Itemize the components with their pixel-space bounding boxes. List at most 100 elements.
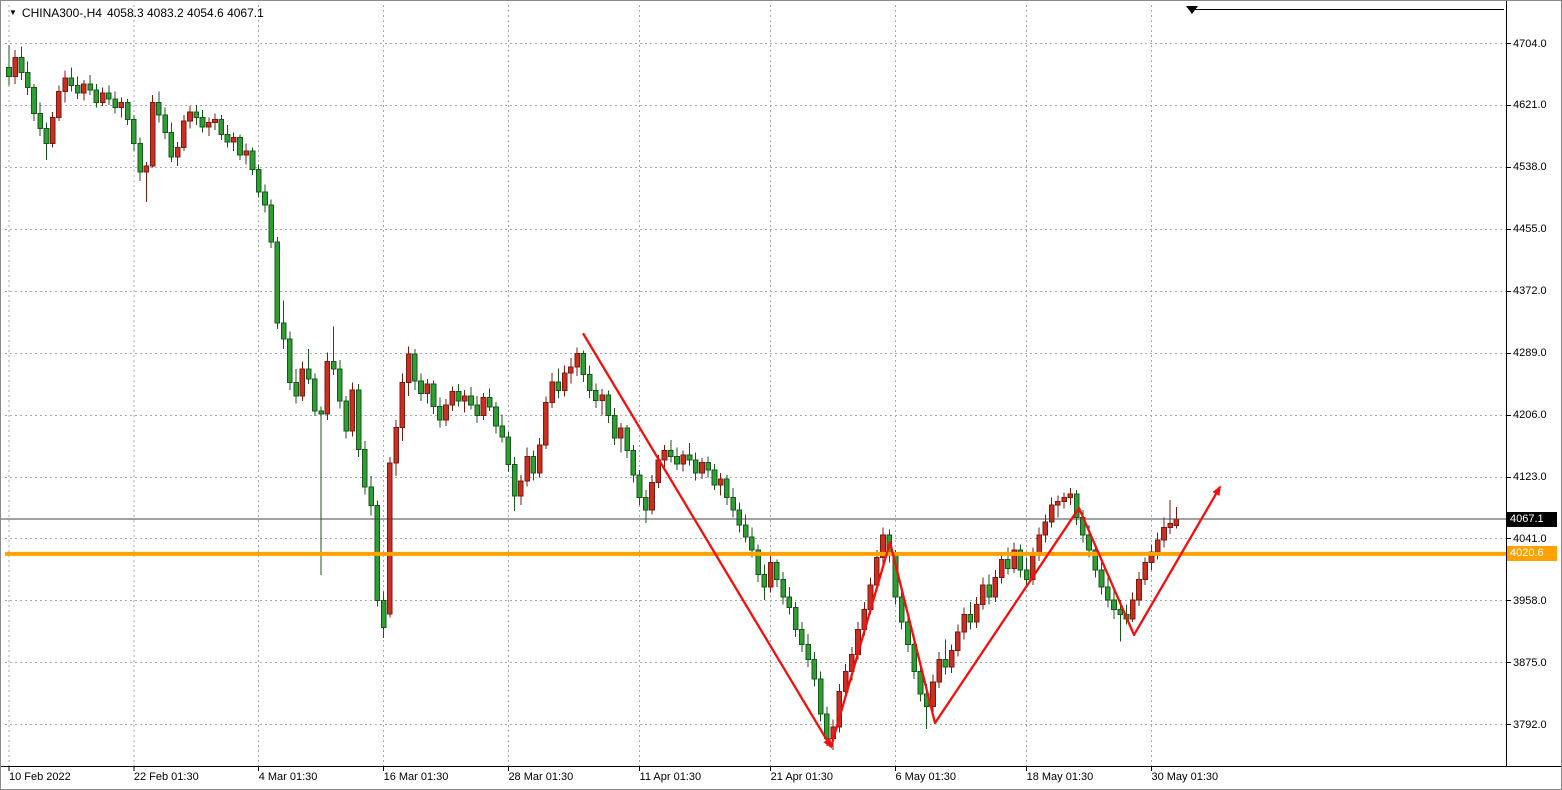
candle bbox=[118, 102, 125, 109]
candle bbox=[1111, 599, 1117, 611]
candle bbox=[318, 410, 324, 415]
candle bbox=[511, 464, 518, 497]
candle bbox=[424, 383, 431, 395]
candle bbox=[480, 396, 487, 416]
candle bbox=[1136, 579, 1142, 601]
candle bbox=[568, 366, 574, 374]
candle bbox=[774, 561, 780, 581]
candle bbox=[112, 98, 118, 109]
candle bbox=[205, 122, 212, 128]
candle bbox=[1011, 549, 1017, 569]
candle bbox=[574, 352, 580, 368]
candle bbox=[461, 395, 468, 402]
candle bbox=[955, 631, 961, 652]
current-price-badge: 4067.1 bbox=[1507, 511, 1557, 527]
candle bbox=[1067, 493, 1074, 499]
candle bbox=[961, 614, 967, 633]
candle bbox=[156, 102, 162, 116]
candle bbox=[1173, 518, 1180, 527]
candle bbox=[599, 394, 605, 401]
candle bbox=[1092, 549, 1099, 571]
candle bbox=[1098, 569, 1105, 588]
candle bbox=[505, 436, 512, 466]
ohlc-values: 4058.3 4083.2 4054.6 4067.1 bbox=[106, 6, 264, 20]
candle bbox=[411, 353, 418, 382]
candle bbox=[405, 353, 412, 384]
candle bbox=[674, 455, 680, 465]
candle bbox=[742, 524, 749, 538]
candle bbox=[1129, 599, 1136, 620]
trend-arrow[interactable] bbox=[582, 332, 833, 749]
candle bbox=[767, 561, 774, 588]
candle bbox=[343, 400, 349, 432]
candle bbox=[37, 113, 44, 130]
candle bbox=[705, 461, 712, 471]
candles-layer bbox=[6, 45, 1180, 750]
candle bbox=[355, 389, 362, 451]
candle bbox=[168, 131, 175, 158]
candle bbox=[692, 459, 699, 474]
candle bbox=[792, 606, 799, 631]
candle bbox=[717, 478, 724, 486]
candle bbox=[280, 322, 287, 340]
candle bbox=[811, 659, 818, 680]
candle bbox=[649, 482, 655, 511]
chart-header: ▼ CHINA300-,H4 4058.3 4083.2 4054.6 4067… bbox=[9, 6, 264, 20]
candle bbox=[967, 614, 974, 623]
candle bbox=[74, 84, 81, 94]
candle bbox=[948, 650, 955, 668]
symbol-dropdown-icon[interactable]: ▼ bbox=[9, 8, 17, 17]
candle bbox=[486, 396, 493, 408]
candle bbox=[761, 573, 768, 588]
candle bbox=[199, 116, 206, 128]
candle bbox=[524, 455, 530, 482]
candle bbox=[99, 92, 106, 104]
candle bbox=[249, 150, 256, 171]
candle bbox=[368, 486, 374, 507]
candle bbox=[81, 83, 87, 94]
candle bbox=[218, 119, 225, 136]
candle bbox=[905, 621, 911, 646]
candle bbox=[493, 406, 499, 427]
candle bbox=[324, 361, 331, 415]
candle bbox=[18, 57, 25, 74]
candle bbox=[274, 241, 281, 324]
candle bbox=[1017, 549, 1024, 571]
candle bbox=[711, 469, 718, 486]
candle bbox=[699, 461, 705, 474]
candle bbox=[942, 659, 949, 668]
candle bbox=[193, 111, 200, 118]
candle bbox=[268, 204, 275, 243]
candle bbox=[468, 395, 474, 406]
candle bbox=[1167, 523, 1173, 528]
candle bbox=[305, 368, 312, 380]
candle bbox=[212, 119, 218, 124]
candle bbox=[680, 454, 687, 465]
candle bbox=[387, 462, 393, 615]
candle bbox=[1117, 609, 1124, 616]
candle bbox=[1048, 504, 1055, 523]
candle bbox=[443, 404, 449, 421]
candle bbox=[842, 670, 849, 693]
candle bbox=[24, 72, 31, 89]
candle bbox=[992, 576, 999, 598]
candle bbox=[131, 119, 137, 145]
candle bbox=[1104, 586, 1111, 601]
candle bbox=[337, 368, 343, 402]
candle bbox=[749, 536, 755, 551]
candle bbox=[143, 165, 150, 173]
candle bbox=[287, 338, 293, 384]
candle bbox=[62, 77, 68, 92]
candle bbox=[1055, 500, 1061, 506]
candle bbox=[293, 382, 299, 397]
candle bbox=[917, 670, 924, 695]
candle bbox=[805, 644, 811, 661]
annotation-layer bbox=[582, 6, 1504, 749]
candle bbox=[499, 425, 505, 438]
candle bbox=[580, 352, 587, 375]
candle bbox=[181, 120, 187, 148]
trend-arrow[interactable] bbox=[829, 485, 1222, 748]
object-anchor-icon[interactable] bbox=[1186, 6, 1198, 14]
